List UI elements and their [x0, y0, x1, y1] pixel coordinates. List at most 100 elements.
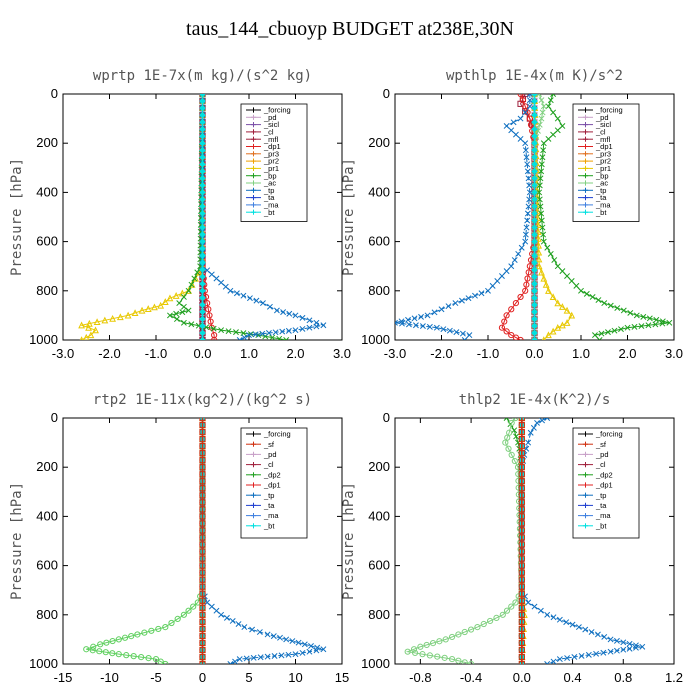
- data-point-bp: [611, 327, 618, 334]
- y-tick-label: 600: [368, 234, 390, 249]
- y-tick-label: 0: [383, 86, 390, 101]
- legend-marker: [582, 441, 589, 447]
- data-point-dp1: [207, 318, 214, 325]
- data-point-sf: [199, 471, 206, 478]
- legend-box: [240, 103, 308, 222]
- data-point-ac: [531, 337, 538, 340]
- data-point-tp: [524, 210, 531, 217]
- data-point-dp1: [455, 631, 462, 638]
- data-point-bt: [531, 97, 538, 105]
- legend-label: _cl: [263, 460, 274, 469]
- data-point-tp: [607, 636, 614, 643]
- data-point-bp: [550, 109, 557, 116]
- data-point-bp: [653, 316, 660, 323]
- data-point-bt: [199, 125, 206, 133]
- data-point-pr1: [542, 280, 550, 288]
- data-point-pr1: [144, 305, 152, 312]
- x-tick-label: 1.0: [572, 346, 590, 361]
- data-point-dp1: [526, 263, 533, 270]
- data-point-tp: [522, 238, 529, 245]
- data-point-tp: [534, 419, 540, 426]
- data-point-tp: [465, 295, 472, 302]
- data-point-tp: [569, 621, 576, 628]
- data-point-tp: [556, 616, 563, 623]
- data-point-bp: [269, 334, 276, 340]
- data-point-sf: [518, 660, 525, 664]
- data-point-tp: [489, 282, 496, 289]
- data-point-sf: [199, 597, 206, 604]
- legend-marker: [250, 431, 257, 437]
- legend-marker: [582, 195, 589, 201]
- data-point-sf: [518, 611, 525, 618]
- data-point-dp1: [89, 647, 96, 654]
- legend-label: _pr3: [595, 149, 611, 158]
- data-point-pr1: [188, 280, 196, 288]
- data-point-tp: [459, 330, 466, 337]
- data-point-dp1: [138, 654, 145, 661]
- data-point-tp: [527, 429, 534, 436]
- data-point-tp: [227, 661, 234, 664]
- data-point-bp: [547, 250, 554, 257]
- data-point-tp: [510, 119, 517, 126]
- data-point-bt: [531, 203, 538, 210]
- data-point-pr1: [161, 298, 169, 305]
- data-point-ac: [538, 115, 545, 122]
- data-point-dp1: [523, 281, 530, 288]
- legend-marker: [250, 158, 257, 164]
- data-point-dp1: [527, 121, 535, 128]
- y-tick-label: 1000: [29, 656, 58, 671]
- data-point-tp: [461, 337, 468, 340]
- legend-marker: [582, 114, 589, 120]
- data-point-dp1: [508, 331, 515, 339]
- data-point-tp: [452, 300, 459, 307]
- data-point-bt: [531, 182, 538, 189]
- data-point-tp: [257, 654, 264, 661]
- data-point-dp1: [180, 611, 187, 618]
- data-point-dp1: [503, 328, 510, 335]
- data-point-sf: [199, 569, 206, 576]
- data-point-bt: [199, 294, 206, 302]
- legend-marker: [582, 107, 589, 113]
- legend-marker: [582, 151, 589, 157]
- data-point-sf: [518, 506, 525, 513]
- data-point-tp: [588, 629, 595, 635]
- legend-label: _ac: [595, 179, 608, 188]
- legend-marker: [582, 472, 589, 478]
- data-point-tp: [235, 621, 242, 627]
- data-point-sf: [199, 562, 206, 569]
- data-point-dp2: [511, 427, 518, 434]
- data-point-bt: [199, 266, 206, 274]
- data-point-bt: [199, 273, 206, 281]
- data-point-tp: [626, 645, 633, 652]
- data-point-pr1: [535, 255, 543, 263]
- data-point-sf: [199, 506, 206, 513]
- data-point-bp: [539, 224, 546, 231]
- y-tick-label: 0: [383, 410, 390, 425]
- data-point-tp: [526, 182, 533, 189]
- data-point-tp: [241, 624, 248, 631]
- data-point-dp1: [148, 627, 155, 634]
- data-point-bt: [199, 203, 206, 210]
- data-point-dp2: [503, 418, 510, 421]
- data-point-bp: [166, 312, 173, 319]
- data-point-dp1: [103, 639, 110, 646]
- data-point-bp: [645, 322, 652, 329]
- data-point-bp: [618, 326, 624, 333]
- data-point-dp1: [442, 636, 449, 643]
- data-point-dp1: [505, 445, 512, 452]
- y-axis-label: Pressure [hPa]: [341, 482, 357, 600]
- legend-label: _ma: [595, 201, 611, 210]
- legend-marker: [582, 431, 589, 437]
- data-point-tp: [299, 325, 306, 332]
- y-tick-label: 200: [368, 135, 390, 150]
- legend-label: _ta: [595, 193, 607, 202]
- data-point-dp1: [419, 651, 426, 658]
- data-point-dp1: [508, 306, 515, 313]
- legend-marker: [250, 451, 257, 457]
- data-point-tp: [593, 650, 600, 657]
- data-point-dp1: [90, 643, 97, 650]
- data-point-tp: [313, 647, 320, 654]
- data-point-bp: [631, 323, 638, 330]
- data-point-tp: [236, 656, 243, 663]
